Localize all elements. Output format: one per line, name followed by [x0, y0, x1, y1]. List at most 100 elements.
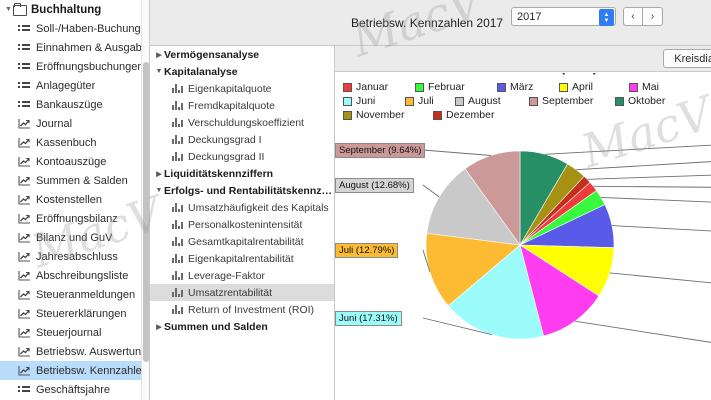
sidebar-item-label: Bilanz und GuV	[36, 231, 113, 244]
leader-line	[587, 174, 711, 180]
chart-icon	[18, 175, 32, 187]
chevron-down-icon[interactable]: ▼	[5, 6, 12, 13]
pie-slice-mai[interactable]	[519, 244, 600, 337]
list-icon	[18, 42, 32, 54]
sidebar-item-gesch-ftsjahre[interactable]: Geschäftsjahre	[0, 380, 149, 399]
sidebar-item-label: Summen & Salden	[36, 174, 128, 187]
chart-type-button[interactable]: Kreisdia	[663, 49, 711, 68]
tree-item-personalkostenintensit-t[interactable]: Personalkostenintensität	[150, 216, 334, 233]
pie-slice-september[interactable]	[464, 150, 521, 246]
sidebar-item-er-ffnungsbilanz[interactable]: Eröffnungsbilanz	[0, 209, 149, 228]
legend-label: Februar	[428, 81, 465, 93]
pie-label-juni: Juni (17.31%)	[335, 311, 402, 326]
legend-item-januar: Januar	[343, 81, 415, 93]
tree-item-umsatzh-ufigkeit-des-kapitals[interactable]: Umsatzhäufigkeit des Kapitals	[150, 199, 334, 216]
sidebar-item-kontoausz-ge[interactable]: Kontoauszüge	[0, 152, 149, 171]
tree-item-deckungsgrad-i[interactable]: Deckungsgrad I	[150, 131, 334, 148]
tree-item-kapitalanalyse[interactable]: ▼ Kapitalanalyse	[150, 63, 334, 80]
tree-item-label: Vermögensanalyse	[164, 48, 260, 61]
tree-item-label: Return of Investment (ROI)	[188, 303, 315, 316]
legend-swatch	[455, 96, 464, 106]
tree-item-return-of-investment-roi[interactable]: Return of Investment (ROI)	[150, 301, 334, 318]
chart-icon	[18, 232, 32, 244]
tree-item-eigenkapitalrentabilit-t[interactable]: Eigenkapitalrentabilität	[150, 250, 334, 267]
sidebar-item-soll-haben-buchungen[interactable]: Soll-/Haben-Buchungen	[0, 19, 149, 38]
legend-swatch	[559, 82, 568, 92]
leader-line	[574, 320, 711, 343]
sidebar-item-steuerjournal[interactable]: Steuerjournal	[0, 323, 149, 342]
sidebar-item-buchhaltung[interactable]: ▼ Buchhaltung	[0, 0, 149, 19]
sidebar-item-label: Jahresabschluss	[36, 250, 118, 263]
legend-label: Juli	[418, 95, 434, 107]
year-select[interactable]: 2017 ▲ ▼	[511, 7, 616, 26]
sidebar-item-betriebsw-kennzahlen[interactable]: Betriebsw. Kennzahlen	[0, 361, 149, 380]
tree-item-eigenkapitalquote[interactable]: Eigenkapitalquote	[150, 80, 334, 97]
chevron-down-icon[interactable]: ▼	[155, 187, 163, 194]
tree-item-umsatzrentabilit-t[interactable]: Umsatzrentabilität	[150, 284, 334, 301]
sidebar-item-label: Abschreibungsliste	[36, 269, 129, 282]
sidebar-item-bankausz-ge[interactable]: Bankauszüge	[0, 95, 149, 114]
prev-button[interactable]: ‹	[623, 7, 643, 26]
content-area: Betriebsw. Kennzahlen 2017 2017 ▲ ▼ ‹ › K…	[335, 0, 711, 400]
legend-item-juni: Juni	[343, 95, 405, 107]
legend-item-september: September	[529, 95, 615, 107]
sidebar-item-label: Bankauszüge	[36, 98, 103, 111]
sidebar-item-steueranmeldungen[interactable]: Steueranmeldungen	[0, 285, 149, 304]
tree-item-fremdkapitalquote[interactable]: Fremdkapitalquote	[150, 97, 334, 114]
sidebar-item-betriebsw-auswertung[interactable]: Betriebsw. Auswertung	[0, 342, 149, 361]
legend-swatch	[615, 96, 624, 106]
sidebar-item-jahresabschluss[interactable]: Jahresabschluss	[0, 247, 149, 266]
legend-item-november: November	[343, 109, 433, 121]
sidebar-item-anlageg-ter[interactable]: Anlagegüter	[0, 76, 149, 95]
pie-chart: OktobNoveDezeJanuaFebruMärzApril (Mai (1…	[335, 125, 711, 400]
sidebar-item-kostenstellen[interactable]: Kostenstellen	[0, 190, 149, 209]
year-stepper-icon[interactable]: ▲ ▼	[599, 9, 614, 26]
bar-chart-icon	[172, 203, 184, 212]
bar-chart-icon	[172, 220, 184, 229]
legend-swatch	[343, 96, 352, 106]
bar-chart-icon	[172, 84, 184, 93]
tree-item-leverage-faktor[interactable]: Leverage-Faktor	[150, 267, 334, 284]
sidebar-item-bilanz-und-guv[interactable]: Bilanz und GuV	[0, 228, 149, 247]
sidebar-item-label: Steuerjournal	[36, 326, 102, 339]
sidebar-item-label: Eröffnungsbilanz	[36, 212, 118, 225]
sidebar-scrollbar-track[interactable]	[141, 0, 149, 400]
tree-item-verm-gensanalyse[interactable]: ▶ Vermögensanalyse	[150, 46, 334, 63]
sidebar-item-kassenbuch[interactable]: Kassenbuch	[0, 133, 149, 152]
tree-item-deckungsgrad-ii[interactable]: Deckungsgrad II	[150, 148, 334, 165]
tree-item-gesamtkapitalrentabilit-t[interactable]: Gesamtkapitalrentabilität	[150, 233, 334, 250]
chevron-right-icon[interactable]: ▶	[156, 51, 162, 59]
sidebar-scrollbar-thumb[interactable]	[143, 62, 149, 362]
sidebar-item-label: Soll-/Haben-Buchungen	[36, 22, 149, 35]
tree-item-label: Verschuldungskoeffizient	[188, 116, 304, 129]
tree-item-label: Eigenkapitalrentabilität	[188, 252, 294, 265]
sidebar-item-er-ffnungsbuchungen[interactable]: Eröffnungsbuchungen	[0, 57, 149, 76]
tree-item-erfolgs-und-rentabilit-tskennz[interactable]: ▼ Erfolgs- und Rentabilitätskennz…	[150, 182, 334, 199]
chevron-right-icon[interactable]: ▶	[156, 323, 162, 331]
tree-item-liquidit-tskennziffern[interactable]: ▶ Liquiditätskennziffern	[150, 165, 334, 182]
legend-label: Januar	[356, 81, 389, 93]
next-button[interactable]: ›	[643, 7, 663, 26]
page-title: Betriebsw. Kennzahlen 2017	[351, 15, 504, 30]
tree-item-label: Deckungsgrad II	[188, 150, 265, 163]
sidebar-item-abschreibungsliste[interactable]: Abschreibungsliste	[0, 266, 149, 285]
sidebar-item-summen-salden[interactable]: Summen & Salden	[0, 171, 149, 190]
toolbar: Betriebsw. Kennzahlen 2017 2017 ▲ ▼ ‹ ›	[335, 0, 711, 46]
sidebar-item-einnahmen-ausgaben[interactable]: Einnahmen & Ausgaben	[0, 38, 149, 57]
sidebar-item-steuererkl-rungen[interactable]: Steuererklärungen	[0, 304, 149, 323]
pie-label-september: September (9.64%)	[335, 143, 426, 158]
chart-icon	[18, 327, 32, 339]
chevron-right-icon[interactable]: ▶	[156, 170, 162, 178]
sidebar-item-label: Steueranmeldungen	[36, 288, 136, 301]
sidebar-item-journal[interactable]: Journal	[0, 114, 149, 133]
chart-legend: Januar Februar März April Mai Juni Juli August S…	[335, 81, 711, 121]
chart-icon	[18, 346, 32, 358]
pie-label-juli: Juli (12.79%)	[335, 243, 399, 258]
tree-item-summen-und-salden[interactable]: ▶ Summen und Salden	[150, 318, 334, 335]
chevron-down-icon[interactable]: ▼	[155, 68, 163, 75]
bar-chart-icon	[172, 237, 184, 246]
tree-item-verschuldungskoeffizient[interactable]: Verschuldungskoeffizient	[150, 114, 334, 131]
legend-label: September	[542, 95, 594, 107]
legend-item-oktober: Oktober	[615, 95, 691, 107]
